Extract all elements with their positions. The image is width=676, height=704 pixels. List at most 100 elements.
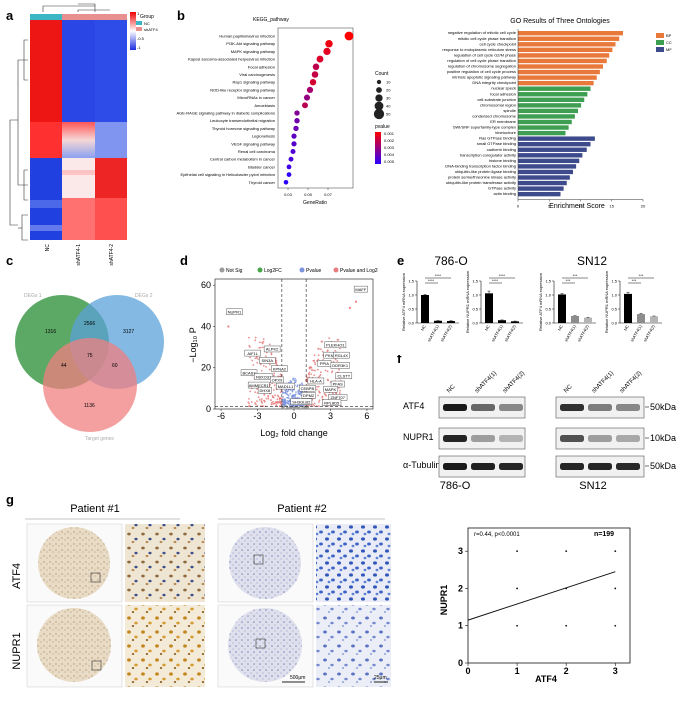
wb-marker-label: 50kDa [650, 402, 676, 412]
wb-lane-label: NC [563, 384, 574, 395]
volcano-point [257, 396, 260, 399]
corr-point [614, 550, 617, 553]
venn-panel: c DEGs 1 DEGs 2 Target genes 1316 3127 2… [6, 253, 164, 442]
volcano-point [298, 393, 300, 395]
qpcr-bar [558, 294, 566, 323]
volcano-point [258, 346, 261, 349]
gene-label-box [271, 365, 288, 372]
volcano-point [317, 358, 320, 361]
count-legend-label: 50 [386, 112, 391, 117]
sig-stars: **** [428, 278, 435, 283]
volcano-point [259, 363, 262, 366]
corr-n: n=199 [594, 531, 614, 538]
volcano-point [227, 325, 230, 328]
corr-point [516, 587, 518, 590]
corr-fit-line [467, 571, 616, 621]
wb-row-label: NUPR1 [403, 432, 434, 442]
gene-label: CEBPB [301, 386, 315, 391]
go-bar [518, 125, 569, 130]
go-bar [518, 53, 610, 58]
volcano-point [338, 392, 341, 394]
gene-label: ZNF707 [331, 395, 346, 400]
kegg-term-label: Kaposi sarcoma-associated herpesvirus in… [188, 57, 275, 62]
volcano-point [258, 398, 261, 401]
volcano-legend-label: Log2FC [264, 268, 282, 274]
volcano-point [263, 399, 266, 402]
volcano-y-tick-label: 60 [201, 280, 211, 290]
group-bar-nc [30, 14, 62, 20]
scale-high-label: 25μm [374, 675, 387, 681]
kegg-term-labels: Human papillomavirus infection PI3K-Akt s… [177, 34, 276, 185]
go-x-tick-label: 20 [641, 204, 646, 209]
wb-lane-labels: NC shATF4(1) shATF4(2) NC shATF4(1) shATF4(2) [446, 370, 643, 394]
scale-tick: -0.5 [137, 36, 145, 41]
kegg-dot [293, 125, 299, 132]
volcano-point [275, 404, 278, 407]
tissue-core [229, 527, 301, 599]
volcano-point [262, 340, 265, 343]
go-title: GO Results of Three Ontologies [510, 18, 610, 25]
go-bar [518, 108, 578, 114]
qpcr-bar [571, 316, 579, 323]
gene-label-box [322, 399, 342, 406]
volcano-point [254, 391, 257, 394]
column-dendrogram [42, 3, 110, 12]
gene-label: BCAS3 [242, 370, 256, 375]
zoom-box [255, 638, 266, 649]
count-legend-title: Count [375, 71, 389, 77]
volcano-point [276, 401, 278, 404]
go-bar [518, 31, 623, 36]
volcano-point [268, 343, 271, 346]
volcano-point [258, 341, 261, 344]
volcano-x-tick-label: 6 [364, 411, 369, 421]
venn-label-target: Target genes [85, 436, 114, 442]
go-legend-label: MF [666, 47, 672, 52]
heatmap-legend: Group NC shATF4 1 -0.5 -1 [130, 11, 158, 50]
gene-label-box [259, 357, 276, 364]
gene-label: ALPK2 [266, 347, 279, 352]
qpcr-bar [637, 314, 645, 323]
kegg-term-label: VEGF signaling pathway [231, 141, 275, 146]
ihc-zoom-p1-nupr1 [125, 605, 205, 687]
go-term-label: transcription coregulator activity [460, 152, 516, 157]
kegg-x-label: GeneRatio [303, 200, 327, 206]
corr-x-tick-label: 1 [515, 666, 520, 676]
corr-y-label: NUPR1 [439, 585, 449, 616]
count-legend-label: 20 [386, 88, 391, 93]
volcano-point [248, 405, 251, 408]
gene-label-box [330, 362, 350, 369]
volcano-point [337, 338, 340, 341]
volcano-point [321, 350, 324, 353]
corr-stat: r=0.44, p<0.0001 [474, 532, 520, 538]
volcano-point [261, 341, 264, 344]
wb-band [443, 404, 467, 411]
volcano-point [286, 390, 289, 393]
volcano-point [313, 404, 316, 407]
volcano-point [262, 364, 265, 367]
kegg-dot [288, 156, 294, 162]
sig-stars: **** [435, 273, 442, 278]
gene-label: OPX9 [272, 378, 283, 383]
enrichment-panel: b KEGG_pathway Human papillomavirus infe… [177, 8, 673, 210]
volcano-point [335, 392, 337, 395]
go-bar [518, 42, 616, 47]
volcano-point [318, 375, 321, 378]
volcano-point [300, 382, 303, 385]
volcano-point [324, 369, 327, 372]
volcano-x-tick-label: 0 [291, 411, 296, 421]
pvalue-tick-label: 0.004 [384, 152, 395, 157]
volcano-point [247, 401, 250, 404]
volcano-point [313, 374, 316, 377]
corr-point [565, 550, 568, 553]
qpcr-y-tick-label: 1.5 [545, 279, 551, 284]
color-scale-bar [130, 12, 136, 50]
gene-label: PKN2 [325, 353, 336, 358]
go-bar [518, 191, 561, 197]
qpcr-y-tick-label: 1.5 [408, 279, 414, 284]
kegg-term-label: Renal cell carcinoma [238, 149, 276, 154]
gene-label-box [275, 382, 295, 390]
wb-row-label: ATF4 [403, 401, 424, 411]
